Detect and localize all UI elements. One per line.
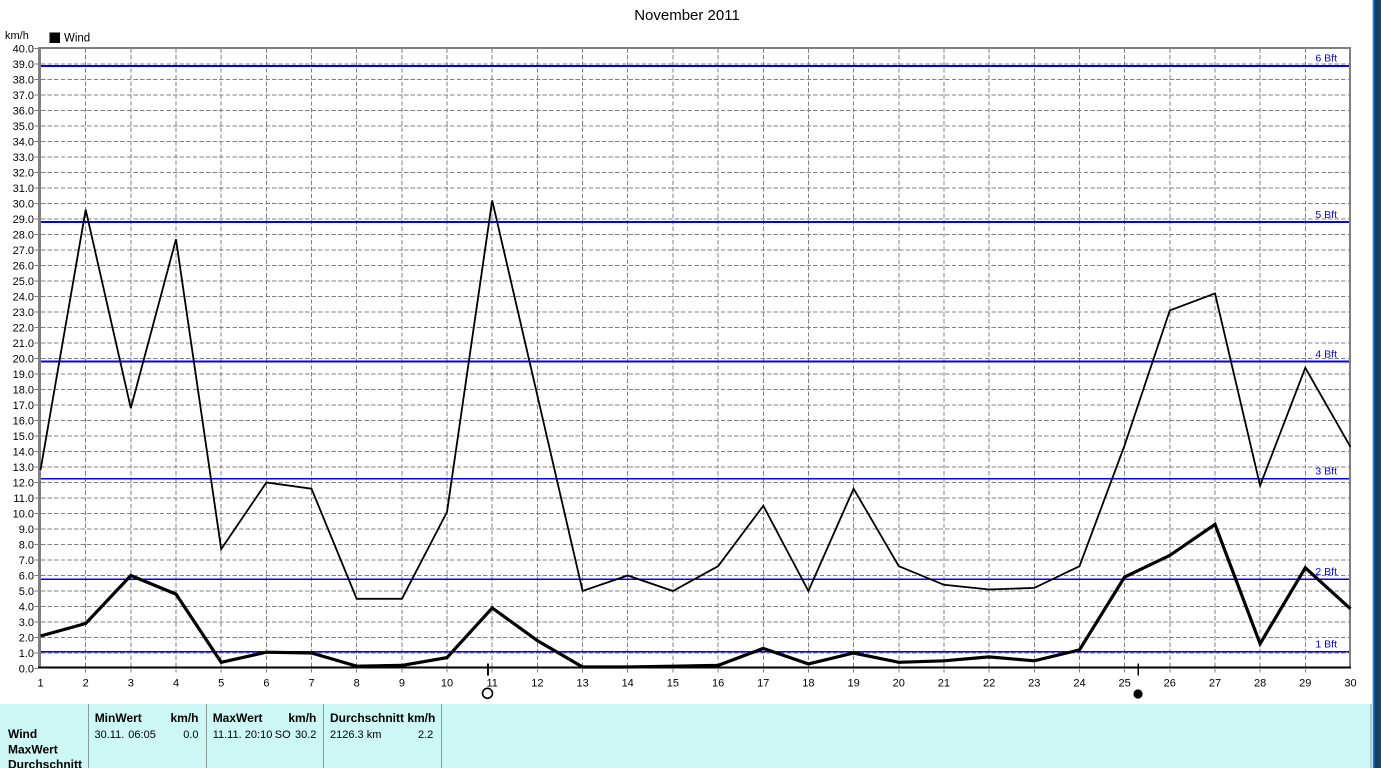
svg-text:13: 13: [576, 678, 588, 690]
svg-text:21: 21: [938, 678, 950, 690]
svg-text:5.0: 5.0: [19, 586, 34, 598]
svg-text:8.0: 8.0: [19, 540, 34, 552]
svg-text:40.0: 40.0: [13, 44, 34, 56]
svg-text:6: 6: [263, 678, 269, 690]
svg-text:Durchschnitt km/h: Durchschnitt km/h: [330, 711, 435, 725]
svg-text:13.0: 13.0: [13, 462, 34, 474]
svg-text:2.2: 2.2: [418, 729, 433, 741]
svg-text:37.0: 37.0: [13, 90, 34, 102]
svg-text:4: 4: [173, 678, 179, 690]
svg-text:17.0: 17.0: [13, 400, 34, 412]
svg-text:34.0: 34.0: [13, 137, 34, 149]
svg-text:2 Bft: 2 Bft: [1315, 566, 1337, 578]
svg-text:km/h: km/h: [5, 30, 29, 42]
svg-text:38.0: 38.0: [13, 75, 34, 87]
svg-text:36.0: 36.0: [13, 106, 34, 118]
svg-text:1 Bft: 1 Bft: [1315, 639, 1337, 651]
svg-text:27.0: 27.0: [13, 245, 34, 257]
svg-text:7: 7: [308, 678, 314, 690]
svg-text:22.0: 22.0: [13, 323, 34, 335]
svg-text:MaxWert: MaxWert: [8, 742, 58, 756]
svg-text:14.0: 14.0: [13, 447, 34, 459]
svg-text:24.0: 24.0: [13, 292, 34, 304]
svg-text:10.0: 10.0: [13, 509, 34, 521]
svg-text:MaxWert: MaxWert: [213, 711, 263, 725]
svg-text:4.0: 4.0: [19, 602, 34, 614]
svg-text:30: 30: [1344, 678, 1356, 690]
svg-text:19: 19: [847, 678, 859, 690]
svg-text:25.0: 25.0: [13, 276, 34, 288]
svg-text:3 Bft: 3 Bft: [1315, 466, 1337, 478]
svg-text:30.0: 30.0: [13, 199, 34, 211]
svg-text:28: 28: [1254, 678, 1266, 690]
svg-text:31.0: 31.0: [13, 183, 34, 195]
svg-text:23: 23: [1028, 678, 1040, 690]
svg-text:9: 9: [399, 678, 405, 690]
svg-text:6 Bft: 6 Bft: [1315, 53, 1337, 65]
svg-text:2126.3 km: 2126.3 km: [330, 729, 381, 741]
svg-text:20:10: 20:10: [245, 729, 273, 741]
svg-text:19.0: 19.0: [13, 369, 34, 381]
svg-text:0.0: 0.0: [19, 664, 34, 676]
svg-text:20.0: 20.0: [13, 354, 34, 366]
svg-text:SO: SO: [275, 729, 291, 741]
svg-text:30.2: 30.2: [295, 729, 316, 741]
svg-text:27: 27: [1209, 678, 1221, 690]
svg-text:12.0: 12.0: [13, 478, 34, 490]
svg-text:11.0: 11.0: [13, 493, 34, 505]
svg-text:15.0: 15.0: [13, 431, 34, 443]
svg-text:2: 2: [83, 678, 89, 690]
svg-text:39.0: 39.0: [13, 59, 34, 71]
svg-text:5 Bft: 5 Bft: [1315, 209, 1337, 221]
svg-text:11.11.: 11.11.: [213, 729, 242, 741]
svg-text:Wind: Wind: [8, 727, 37, 741]
svg-text:28.0: 28.0: [13, 230, 34, 242]
svg-text:26: 26: [1164, 678, 1176, 690]
svg-text:7.0: 7.0: [19, 555, 34, 567]
svg-text:29: 29: [1299, 678, 1311, 690]
svg-text:5: 5: [218, 678, 224, 690]
svg-text:2.0: 2.0: [19, 633, 34, 645]
svg-text:17: 17: [757, 678, 769, 690]
svg-text:4 Bft: 4 Bft: [1315, 348, 1337, 360]
svg-text:20: 20: [893, 678, 905, 690]
svg-text:15: 15: [667, 678, 679, 690]
svg-text:km/h: km/h: [170, 711, 198, 725]
svg-text:1.0: 1.0: [19, 648, 34, 660]
svg-text:25: 25: [1118, 678, 1130, 690]
svg-text:3: 3: [128, 678, 134, 690]
svg-text:06:05: 06:05: [128, 729, 156, 741]
svg-text:6.0: 6.0: [19, 571, 34, 583]
svg-text:33.0: 33.0: [13, 152, 34, 164]
svg-text:14: 14: [622, 678, 634, 690]
svg-text:35.0: 35.0: [13, 121, 34, 133]
svg-text:11: 11: [486, 678, 497, 690]
svg-text:23.0: 23.0: [13, 307, 34, 319]
svg-text:21.0: 21.0: [13, 338, 34, 350]
svg-text:16: 16: [712, 678, 724, 690]
svg-text:22: 22: [983, 678, 995, 690]
svg-text:0.0: 0.0: [183, 729, 198, 741]
svg-text:18.0: 18.0: [13, 385, 34, 397]
svg-text:Durchschnitt: Durchschnitt: [8, 758, 82, 768]
svg-text:MinWert: MinWert: [95, 711, 142, 725]
svg-text:26.0: 26.0: [13, 261, 34, 273]
svg-text:16.0: 16.0: [13, 416, 34, 428]
svg-text:km/h: km/h: [288, 711, 316, 725]
svg-text:12: 12: [531, 678, 543, 690]
svg-text:November 2011: November 2011: [634, 7, 740, 24]
svg-text:32.0: 32.0: [13, 168, 34, 180]
svg-text:24: 24: [1073, 678, 1085, 690]
svg-text:30.11.: 30.11.: [95, 729, 125, 741]
svg-text:9.0: 9.0: [19, 524, 34, 536]
svg-text:Wind: Wind: [64, 33, 90, 45]
svg-text:18: 18: [802, 678, 814, 690]
svg-text:1: 1: [37, 678, 43, 690]
svg-text:29.0: 29.0: [13, 214, 34, 226]
svg-text:3.0: 3.0: [19, 617, 34, 629]
svg-text:8: 8: [354, 678, 360, 690]
svg-text:10: 10: [441, 678, 453, 690]
